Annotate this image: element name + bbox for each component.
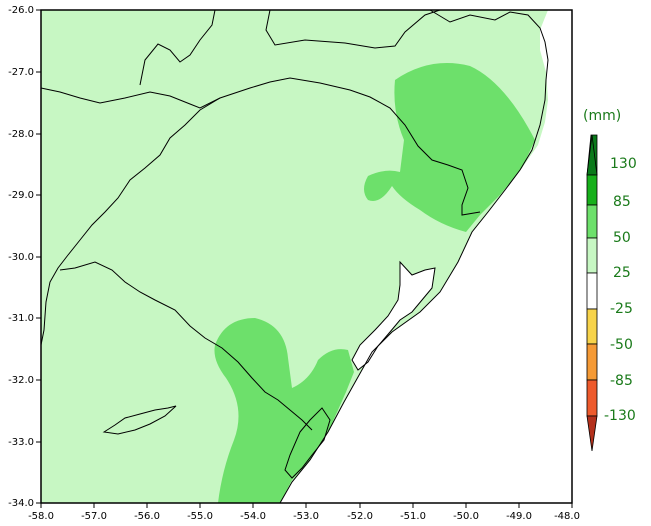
x-tick-label: -58.0 [28, 511, 54, 522]
y-tick-label: -26.0 [8, 5, 34, 16]
legend-swatch-lt-neg130 [586, 415, 598, 452]
y-tick-label: -31.0 [8, 313, 34, 324]
x-tick-label: -52.0 [347, 511, 373, 522]
legend-label: -50 [610, 337, 633, 353]
coastline [279, 59, 549, 504]
state-boundary-north [40, 77, 481, 216]
y-tick-label: -29.0 [8, 190, 34, 201]
x-tick-label: -54.0 [240, 511, 266, 522]
anomaly-region-south [214, 318, 354, 503]
legend-swatch-85-130 [586, 174, 598, 206]
x-tick-label: -57.0 [81, 511, 107, 522]
y-tick-label: -33.0 [8, 437, 34, 448]
y-tick-label: -30.0 [8, 252, 34, 263]
lagoon-mirim [284, 407, 331, 479]
y-tick-label: -32.0 [8, 375, 34, 386]
y-tick-label: -34.0 [8, 498, 34, 509]
legend-swatch-50-85 [586, 204, 598, 239]
legend-label: -130 [604, 408, 636, 424]
x-tick-label: -56.0 [134, 511, 160, 522]
y-axis: -26.0 -27.0 -28.0 -29.0 -30.0 -31.0 -32.… [8, 5, 41, 509]
ocean-area [280, 10, 572, 503]
map-area [40, 9, 572, 504]
legend-swatch-neg50-neg25 [586, 308, 598, 345]
x-tick-label: -51.0 [400, 511, 426, 522]
x-tick-label: -55.0 [187, 511, 213, 522]
state-boundary-northeast [265, 9, 549, 61]
reservoir-west [102, 405, 177, 435]
y-tick-label: -28.0 [8, 129, 34, 140]
x-axis: -58.0 -57.0 -56.0 -55.0 -54.0 -53.0 -52.… [28, 503, 580, 522]
boundary-west [139, 9, 216, 86]
legend-unit: (mm) [583, 108, 621, 124]
boundaries [40, 9, 549, 504]
legend-label: 85 [613, 194, 631, 210]
x-tick-label: -48.0 [554, 511, 580, 522]
legend-label: -25 [610, 301, 633, 317]
legend-label: 130 [610, 156, 637, 172]
y-tick-label: -27.0 [8, 67, 34, 78]
legend-swatch-neg85-neg50 [586, 343, 598, 381]
legend-label: -85 [610, 373, 633, 389]
anomaly-region-northeast [364, 63, 535, 232]
color-legend: (mm) 130 85 50 25 -25 -50 -85 -130 [583, 108, 637, 452]
legend-label: 25 [613, 265, 631, 281]
x-tick-label: -49.0 [506, 511, 532, 522]
legend-swatch-neg130-neg85 [586, 379, 598, 417]
legend-swatch-neg25-25 [586, 272, 598, 310]
x-tick-label: -50.0 [453, 511, 479, 522]
legend-label: 50 [613, 230, 631, 246]
x-tick-label: -53.0 [293, 511, 319, 522]
legend-swatch-25-50 [586, 237, 598, 274]
international-boundary-west [40, 97, 221, 346]
international-boundary-south [59, 261, 313, 431]
